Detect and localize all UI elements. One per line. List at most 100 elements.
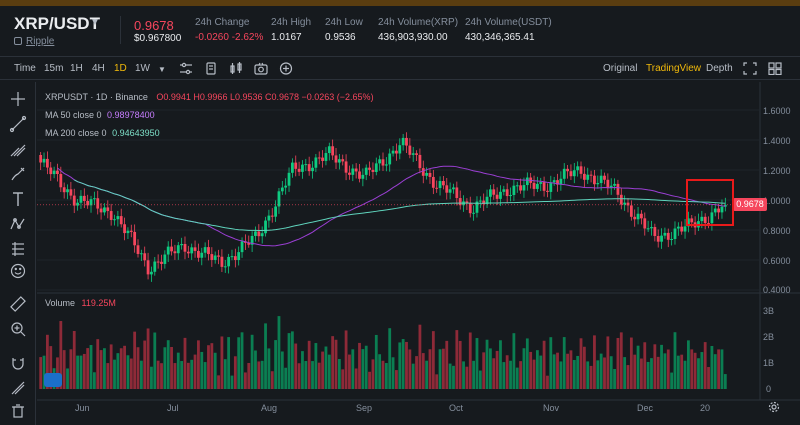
volume-bar	[683, 360, 687, 389]
volume-bar	[247, 362, 251, 389]
text-tool-icon[interactable]	[9, 190, 27, 208]
pitchfork-icon[interactable]	[9, 140, 27, 158]
volume-bar	[713, 354, 717, 389]
volume-bar	[123, 345, 126, 389]
volume-bar	[576, 355, 580, 389]
camera-icon[interactable]	[254, 62, 268, 75]
candle-body	[495, 194, 499, 199]
chevron-down-icon[interactable]: ▼	[90, 17, 100, 28]
volume-bar	[411, 363, 415, 389]
magnet-icon[interactable]	[9, 354, 27, 372]
volume-bar	[653, 344, 657, 389]
chart-canvas[interactable]	[37, 82, 800, 425]
interval-1d[interactable]: 1D	[114, 63, 127, 74]
stat-label: 24h Volume(USDT)	[465, 17, 552, 28]
interval-4h[interactable]: 4H	[92, 63, 105, 74]
volume-bar	[324, 346, 328, 389]
candle-body	[136, 245, 140, 254]
note-icon[interactable]	[204, 62, 218, 75]
view-depth[interactable]: Depth	[706, 63, 733, 74]
volume-bar	[619, 332, 623, 389]
volume-bar	[307, 340, 311, 389]
x-tick: Nov	[543, 403, 560, 413]
last-price-tag: 0.9678	[733, 198, 767, 211]
pattern-icon[interactable]	[9, 215, 27, 233]
interval-15m[interactable]: 15m	[44, 63, 64, 74]
volume-bar	[96, 339, 100, 389]
top-accent-bar	[0, 0, 800, 6]
volume-bar	[579, 338, 583, 389]
volume-bar	[126, 355, 130, 389]
candle-body	[72, 195, 76, 206]
expand-icon[interactable]	[743, 62, 757, 75]
candle-body	[687, 218, 690, 227]
coin-name-link[interactable]: Ripple	[26, 36, 55, 47]
volume-bar	[89, 345, 93, 389]
trash-icon[interactable]	[9, 402, 27, 420]
candle-body	[351, 168, 355, 175]
candle-body	[384, 164, 388, 166]
volume-bar	[408, 349, 412, 389]
volume-value: 119.25M	[81, 298, 116, 308]
stat-label: 24h Volume(XRP)	[378, 17, 459, 28]
x-tick: Jul	[167, 403, 179, 413]
volume-bar	[193, 354, 197, 389]
candle-body	[56, 170, 59, 175]
layout-grid-icon[interactable]	[768, 62, 782, 75]
candle-body	[405, 137, 408, 146]
trend-line-icon[interactable]	[9, 115, 27, 133]
chart-legend: XRPUSDT · 1D · Binance O0.9941 H0.9966 L…	[45, 88, 374, 142]
volume-bar	[274, 340, 278, 389]
candle-body	[200, 252, 204, 258]
candle-body	[76, 202, 79, 206]
legend-symbol-row: XRPUSDT · 1D · Binance O0.9941 H0.9966 L…	[45, 88, 374, 106]
candle-body	[613, 183, 616, 186]
add-indicator-icon[interactable]	[279, 62, 293, 75]
volume-bar	[180, 361, 184, 389]
volume-bar	[707, 367, 710, 389]
volume-bar	[62, 350, 66, 389]
candle-body	[254, 231, 257, 236]
candle-body	[123, 224, 126, 234]
candle-type-icon[interactable]	[229, 62, 243, 75]
volume-bar	[482, 352, 486, 389]
emoji-icon[interactable]	[9, 262, 27, 280]
price-chart[interactable]	[37, 82, 800, 425]
volume-bar	[700, 352, 704, 389]
pair-title[interactable]: XRP/USDT	[14, 14, 100, 33]
candle-body	[589, 174, 593, 176]
stat-value: 430,346,365.41	[465, 32, 535, 43]
candle-body	[670, 238, 674, 240]
settings-sliders-icon[interactable]	[179, 62, 193, 75]
candle-body	[532, 182, 536, 189]
view-tradingview[interactable]: TradingView	[646, 63, 702, 74]
interval-1h[interactable]: 1H	[70, 63, 83, 74]
candle-body	[257, 231, 261, 237]
candle-body	[250, 235, 254, 245]
candle-body	[69, 189, 73, 196]
volume-bar	[143, 340, 147, 389]
interval-more-icon[interactable]: ▼	[158, 65, 166, 74]
zoom-in-icon[interactable]	[9, 320, 27, 338]
candle-body	[566, 168, 569, 172]
candle-body	[96, 198, 100, 209]
volume-bar	[492, 358, 496, 389]
ruler-icon[interactable]	[9, 295, 27, 313]
volume-bar	[280, 351, 284, 389]
interval-1w[interactable]: 1W	[135, 63, 150, 74]
crosshair-icon[interactable]	[9, 90, 27, 108]
volume-bar	[512, 333, 516, 389]
volume-bar	[374, 334, 378, 389]
candle-body	[79, 195, 83, 203]
ripple-icon	[14, 37, 22, 45]
brush-icon[interactable]	[9, 165, 27, 183]
view-original[interactable]: Original	[603, 63, 638, 74]
lock-drawings-icon[interactable]	[9, 379, 27, 397]
volume-bar	[425, 360, 429, 389]
measure-icon[interactable]	[9, 240, 27, 258]
y-tick: 1.0000	[763, 196, 791, 206]
volume-bar	[69, 349, 73, 389]
candle-body	[505, 189, 509, 197]
chart-settings-gear-icon[interactable]	[768, 401, 780, 413]
candle-body	[348, 172, 351, 175]
